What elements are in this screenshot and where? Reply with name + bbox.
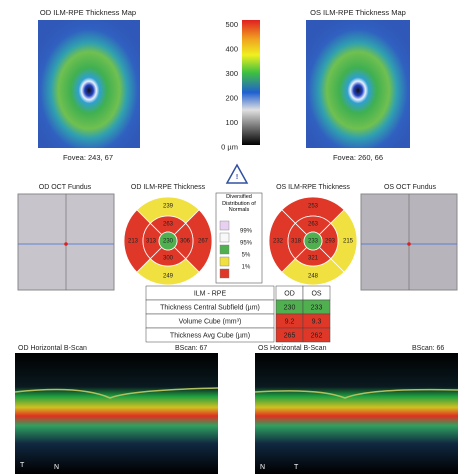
- legend-swatch: [219, 244, 230, 255]
- table-text: 230: [284, 304, 296, 311]
- retina-surface: [254, 388, 459, 399]
- table-text: 233: [311, 304, 323, 311]
- scale-label: 300: [225, 69, 238, 78]
- map-title: OD ILM-RPE Thickness Map: [40, 8, 136, 17]
- inner-value: 321: [308, 256, 319, 262]
- warning-icon: [225, 163, 249, 184]
- table-cell: [145, 327, 275, 343]
- legend-swatch: [219, 232, 230, 243]
- center-value: 230: [163, 239, 174, 245]
- map-title: OS ILM-RPE Thickness Map: [310, 8, 406, 17]
- outer-value: 213: [128, 239, 139, 245]
- legend-title-box: Diversified Distribution of Normals: [222, 194, 256, 213]
- table-header: ILM - RPE: [194, 290, 227, 297]
- table-text: Thickness Central Subfield (µm): [160, 304, 260, 311]
- inner-value: 306: [180, 239, 191, 245]
- inner-value: 263: [308, 222, 319, 228]
- fovea-marker: [64, 242, 68, 246]
- table-header: OS: [311, 290, 321, 297]
- bscan-number: BScan: 67: [175, 345, 207, 352]
- etdrs-title: OS ILM-RPE Thickness: [276, 184, 350, 191]
- bscan-image: [15, 353, 218, 474]
- scale-label: 400: [225, 44, 238, 53]
- fundus-title: OD OCT Fundus: [39, 184, 92, 191]
- scale-label: 500: [225, 20, 238, 29]
- bscan-title: OD Horizontal B-Scan: [18, 345, 87, 352]
- inner-value: 318: [291, 239, 302, 245]
- warning-mark: !: [236, 174, 238, 181]
- outer-value: 239: [163, 204, 174, 210]
- table-text: 265: [284, 332, 296, 339]
- inner-value: 313: [146, 239, 157, 245]
- center-sector: [158, 231, 178, 251]
- table-header: OD: [284, 290, 295, 297]
- center-value: 233: [308, 239, 319, 245]
- table-text: Thickness Avg Cube (µm): [170, 332, 250, 339]
- orientation: T: [294, 464, 299, 471]
- scale-label: 0 µm: [221, 142, 238, 151]
- fovea-label: Fovea: 243, 67: [63, 153, 113, 162]
- table-text: 9.3: [312, 318, 322, 325]
- outer-value: 267: [198, 239, 209, 245]
- outer-value: 249: [163, 274, 174, 280]
- legend-swatch: [219, 268, 230, 279]
- table-cell: [302, 327, 331, 343]
- fovea-marker: [407, 242, 411, 246]
- outer-value: 253: [308, 204, 319, 210]
- outer-value: 232: [273, 239, 284, 245]
- inner-value: 300: [163, 256, 174, 262]
- center-sector: [303, 231, 323, 251]
- fundus-title: OS OCT Fundus: [384, 184, 437, 191]
- thickness-map: [38, 20, 140, 148]
- legend-label: 5%: [242, 253, 251, 259]
- retina-surface: [14, 387, 219, 399]
- etdrs-title: OD ILM-RPE Thickness: [131, 184, 206, 191]
- inner-value: 293: [325, 239, 336, 245]
- bscan-image: [255, 353, 458, 474]
- legend: 99% 95% 5% 1%: [219, 220, 253, 279]
- legend-swatch: [219, 220, 230, 231]
- color-scale: [242, 20, 260, 145]
- table-text: 262: [311, 332, 323, 339]
- legend-title: Diversified Distribution of Normals: [222, 194, 256, 213]
- orientation: N: [260, 464, 265, 471]
- table-text: Volume Cube (mm³): [179, 318, 242, 325]
- inner-value: 263: [163, 222, 174, 228]
- table-text: 9.2: [285, 318, 295, 325]
- scale-label: 200: [225, 93, 238, 102]
- legend-label: 95%: [240, 241, 253, 247]
- orientation: T: [20, 462, 25, 469]
- thickness-map: [306, 20, 410, 148]
- bscan-title: OS Horizontal B-Scan: [258, 345, 327, 352]
- orientation: N: [54, 464, 59, 471]
- scale-label: 100: [225, 118, 238, 127]
- summary-table: ILM - RPE OD OS Thickness Central Subfield …: [145, 285, 331, 343]
- legend-label: 99%: [240, 229, 253, 235]
- legend-swatch: [219, 256, 230, 267]
- legend-label: 1%: [242, 265, 251, 271]
- bscan-number: BScan: 66: [412, 345, 444, 352]
- fovea-label: Fovea: 260, 66: [333, 153, 383, 162]
- outer-value: 248: [308, 274, 319, 280]
- legend-box: [215, 192, 263, 284]
- outer-value: 215: [343, 239, 354, 245]
